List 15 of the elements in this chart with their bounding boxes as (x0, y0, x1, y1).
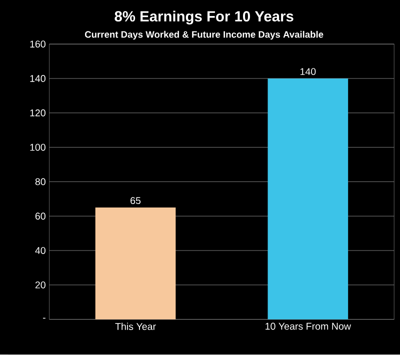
y-tick-label: 120 (30, 110, 46, 117)
data-label: 140 (300, 68, 316, 76)
x-tick-label: This Year (115, 322, 156, 330)
data-label: 65 (130, 197, 141, 204)
y-tick-label: 140 (30, 75, 46, 82)
chart-title: 8% Earnings For 10 Years (114, 10, 294, 25)
y-tick-label: 60 (35, 212, 46, 220)
chart-subtitle: Current Days Worked & Future Income Days Available (85, 31, 324, 40)
y-tick-label: 80 (35, 178, 46, 186)
y-tick-label: - (43, 318, 46, 319)
y-tick-label: 100 (30, 144, 46, 151)
y-tick-label: 160 (30, 40, 46, 48)
x-tick-label: 10 Years From Now (266, 322, 352, 330)
y-tick-label: 40 (35, 247, 46, 254)
y-tick-label: 20 (35, 282, 46, 289)
